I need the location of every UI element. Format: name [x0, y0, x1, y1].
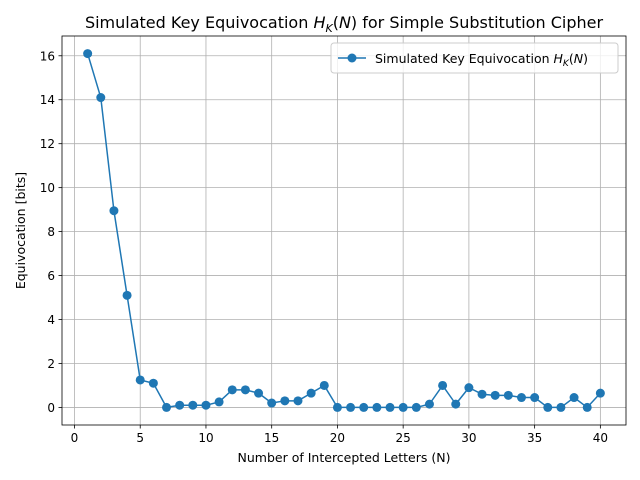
data-point: [122, 290, 132, 300]
data-point: [332, 402, 342, 412]
x-axis-label: Number of Intercepted Letters (N): [238, 450, 451, 465]
y-tick-label: 10: [40, 181, 55, 195]
data-point: [543, 402, 553, 412]
x-tick-label: 30: [461, 431, 476, 445]
data-point: [148, 378, 158, 388]
data-point: [346, 402, 356, 412]
data-point: [530, 393, 540, 403]
x-tick-label: 10: [198, 431, 213, 445]
data-point: [385, 402, 395, 412]
x-tick-label: 35: [527, 431, 542, 445]
data-point: [490, 390, 500, 400]
x-tick-label: 40: [593, 431, 608, 445]
data-point: [135, 375, 145, 385]
data-point: [582, 402, 592, 412]
data-point: [372, 402, 382, 412]
data-point: [83, 49, 93, 59]
series-line: [86, 53, 601, 409]
data-point: [595, 388, 605, 398]
axes-frame: [61, 35, 627, 426]
data-point: [109, 206, 119, 216]
y-tick-label: 16: [40, 49, 55, 63]
data-point: [175, 400, 185, 410]
data-point: [516, 393, 526, 403]
data-point: [359, 402, 369, 412]
data-point: [569, 393, 579, 403]
x-tick-label: 15: [264, 431, 279, 445]
legend-label: Simulated Key Equivocation HK(N): [375, 51, 588, 69]
y-tick-label: 6: [47, 269, 55, 283]
data-point: [503, 390, 513, 400]
y-tick-label: 8: [47, 225, 55, 239]
data-point: [411, 402, 421, 412]
y-tick-label: 14: [40, 93, 55, 107]
data-point: [188, 400, 198, 410]
data-point: [438, 380, 448, 390]
data-point: [96, 93, 106, 103]
y-tick-label: 12: [40, 137, 55, 151]
series-layer: [83, 49, 605, 412]
data-point: [162, 402, 172, 412]
y-axis-label: Equivocation [bits]: [13, 172, 28, 289]
y-tick-label: 2: [47, 357, 55, 371]
legend-box: [330, 42, 619, 74]
data-point: [398, 402, 408, 412]
data-point: [424, 399, 434, 409]
data-point: [477, 389, 487, 399]
ticks: 0 5 10 15 20 25 30 35 40 0 2 4 6 8 10 12 14 16: [40, 49, 608, 445]
data-point: [214, 397, 224, 407]
x-tick-label: 0: [71, 431, 79, 445]
data-point: [306, 388, 316, 398]
data-point: [254, 388, 264, 398]
y-tick-label: 0: [47, 401, 55, 415]
grid: [62, 36, 626, 425]
legend-marker: [347, 53, 357, 63]
data-point: [319, 380, 329, 390]
y-tick-label: 4: [47, 313, 55, 327]
x-tick-label: 25: [396, 431, 411, 445]
data-point: [240, 385, 250, 395]
data-point: [280, 396, 290, 406]
x-tick-label: 20: [330, 431, 345, 445]
data-point: [464, 383, 474, 393]
data-point: [267, 398, 277, 408]
data-point: [556, 402, 566, 412]
data-point: [293, 396, 303, 406]
x-tick-label: 5: [136, 431, 144, 445]
data-point: [201, 400, 211, 410]
data-point: [451, 399, 461, 409]
data-point: [227, 385, 237, 395]
legend: Simulated Key Equivocation HK(N): [330, 42, 619, 74]
chart-title: Simulated Key Equivocation HK(N) for Sim…: [85, 13, 604, 35]
